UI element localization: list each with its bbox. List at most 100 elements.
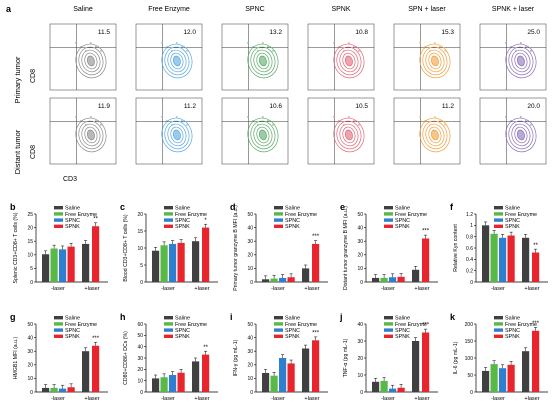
bar-free-enzyme xyxy=(490,233,498,282)
event-dot xyxy=(85,50,87,52)
event-dot xyxy=(161,42,163,44)
bar-saline xyxy=(42,254,50,282)
event-dot xyxy=(429,50,431,52)
density-contour xyxy=(508,120,534,150)
density-contour xyxy=(514,126,528,144)
bar-spnc xyxy=(59,388,67,392)
bar-chart-panel-h: h CD80+CD86+ DCs (%) 0 10 20 30 40 50 60 ** -laser… xyxy=(120,312,218,402)
event-dot xyxy=(186,50,188,52)
x-group-label-plus: +laser xyxy=(524,396,539,402)
bar-free-enzyme xyxy=(50,387,58,392)
panel-letter-i: i xyxy=(230,312,233,322)
bar-spnc xyxy=(389,388,397,392)
legend-swatch xyxy=(54,212,63,216)
y-tick-label: 15 xyxy=(137,229,143,235)
significance-marker: * xyxy=(204,218,207,224)
density-contour xyxy=(250,46,276,76)
y-tick-label: 30 xyxy=(27,349,33,355)
panel-letter-d: d xyxy=(230,202,236,212)
density-contour xyxy=(250,120,276,150)
x-group-label-minus: -laser xyxy=(271,396,285,402)
x-group-label-minus: -laser xyxy=(161,286,175,292)
legend-label: Free Enzyme xyxy=(65,322,97,328)
y-tick-label: 50 xyxy=(27,322,33,328)
event-dot xyxy=(520,42,522,44)
significance-marker: *** xyxy=(312,331,320,337)
y-tick-label: 0 xyxy=(470,280,473,286)
flow-plot-primary-2: 13.2 xyxy=(221,23,289,91)
event-dot xyxy=(419,116,421,118)
y-tick-label: 5 xyxy=(140,263,143,269)
event-dot xyxy=(161,116,163,118)
bar-spnc xyxy=(169,243,177,282)
x-group-label-plus: +laser xyxy=(84,286,99,292)
x-group-label-minus: -laser xyxy=(381,396,395,402)
bar-spnk xyxy=(397,276,405,282)
y-axis-label: Blood CD3+CD8+ T cells (%) xyxy=(123,214,129,282)
legend-label: Saline xyxy=(505,316,520,322)
bar-spnk xyxy=(67,246,75,282)
significance-marker: *** xyxy=(422,229,430,235)
density-contour xyxy=(86,55,95,67)
y-tick-label: 50 xyxy=(247,322,253,328)
density-contour xyxy=(339,49,359,73)
bar-spnk xyxy=(177,372,185,392)
density-contour xyxy=(78,120,104,150)
bar-saline xyxy=(412,269,420,282)
y-tick-label: 20 xyxy=(247,253,253,259)
event-dot xyxy=(247,42,249,44)
significance-marker: *** xyxy=(312,234,320,240)
bar-saline xyxy=(262,279,270,282)
event-dot xyxy=(510,46,512,48)
x-group-label-minus: -laser xyxy=(381,286,395,292)
density-contour xyxy=(161,117,193,153)
legend-swatch xyxy=(274,218,283,222)
y-tick-label: 40 xyxy=(247,225,253,231)
row-label-primary: Primary tumor xyxy=(13,56,22,104)
bar-spnc xyxy=(499,237,507,282)
density-contour xyxy=(258,129,267,141)
legend-label: SPNK xyxy=(505,224,520,230)
y-tick-label: 0.4 xyxy=(466,257,473,263)
y-axis-label: HMGB1 MFI (a.u.) xyxy=(13,337,19,380)
bar-spnk xyxy=(287,363,295,392)
bar-saline xyxy=(482,370,490,392)
event-dot xyxy=(434,116,436,118)
panel-letter-e: e xyxy=(340,202,345,212)
density-contour xyxy=(172,129,181,141)
legend-label: Saline xyxy=(395,206,410,212)
y-axis-label: TNF-α (pg mL-1) xyxy=(343,338,349,377)
group-title-3: SPNK xyxy=(331,6,350,13)
y-tick-label: 20 xyxy=(137,367,143,373)
density-contour xyxy=(78,46,104,76)
y-tick-label: 0 xyxy=(140,390,143,396)
event-dot xyxy=(90,42,92,44)
panel-letter-h: h xyxy=(120,312,126,322)
x-group-label-plus: +laser xyxy=(524,286,539,292)
legend-swatch xyxy=(54,316,63,320)
event-dot xyxy=(171,124,173,126)
density-contour xyxy=(75,117,107,153)
density-contour xyxy=(333,43,365,79)
bar-chart-panel-j: j TNF-α (pg mL-1) 0 10 20 30 40 *** -laser +laser… xyxy=(339,312,438,402)
x-group-label-plus: +laser xyxy=(414,286,429,292)
event-dot xyxy=(272,124,274,126)
legend-swatch xyxy=(384,322,393,326)
bar-saline xyxy=(372,277,380,282)
bar-spnc xyxy=(389,277,397,282)
y-axis-label: IFN-γ (pg mL-1) xyxy=(233,339,239,376)
event-dot xyxy=(333,116,335,118)
quadrant-percentage: 10.8 xyxy=(355,29,368,36)
event-dot xyxy=(181,46,183,48)
density-contour xyxy=(256,126,270,144)
bar-free-enzyme xyxy=(270,375,278,392)
bar-chart-panel-c: c Blood CD3+CD8+ T cells (%) 0 5 10 15 20 * -las… xyxy=(120,202,218,292)
flow-plot-distant-1: 11.2 xyxy=(135,97,203,165)
event-dot xyxy=(439,120,441,122)
event-dot xyxy=(267,120,269,122)
bar-chart-panel-i: i IFN-γ (pg mL-1) 0 10 20 30 40 50 *** -laser +las… xyxy=(230,312,328,402)
bar-saline xyxy=(152,378,160,392)
event-dot xyxy=(434,42,436,44)
y-tick-label: 10 xyxy=(247,376,253,382)
